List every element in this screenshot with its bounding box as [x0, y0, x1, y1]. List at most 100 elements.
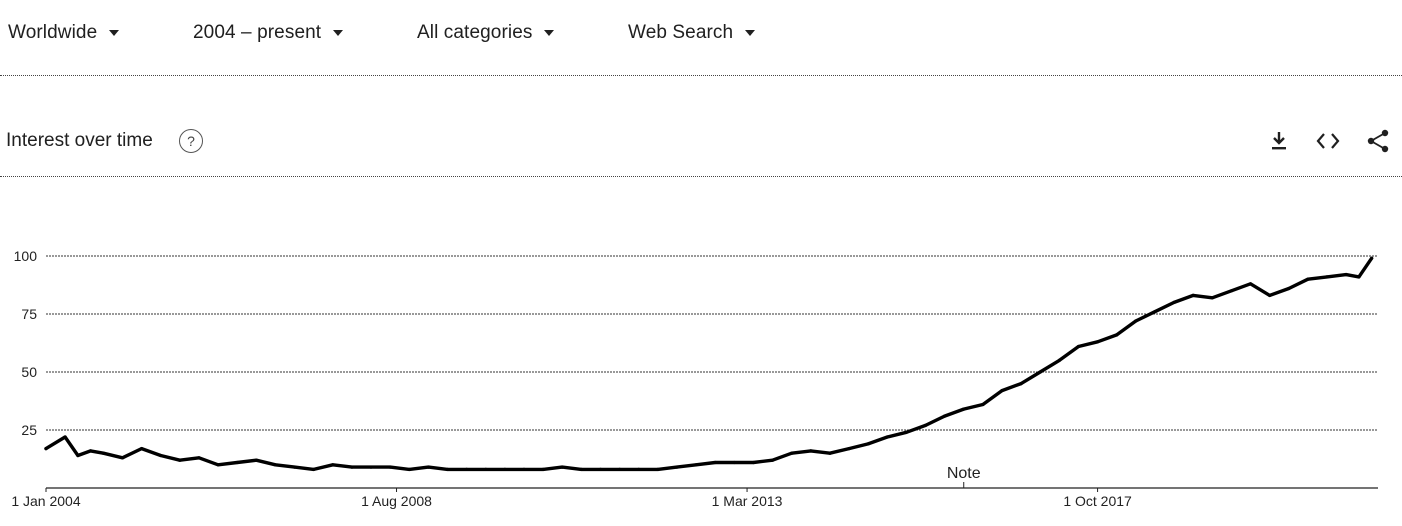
search-type-dropdown[interactable]: Web Search	[628, 22, 756, 44]
data-point	[522, 467, 526, 471]
data-point	[1325, 275, 1329, 279]
series-layer	[44, 256, 1374, 472]
x-tick-label: 1 Mar 2013	[712, 493, 783, 509]
section-header: Interest over time ?	[0, 110, 1402, 177]
data-point	[1370, 256, 1374, 260]
data-point	[1038, 370, 1042, 374]
x-tick-labels: 1 Jan 2004 1 Aug 2008 1 Mar 2013 1 Oct 2017	[11, 488, 1132, 509]
data-point	[809, 449, 813, 453]
data-point	[1153, 310, 1157, 314]
data-point	[637, 467, 641, 471]
data-point	[44, 447, 48, 451]
download-icon	[1272, 132, 1286, 150]
data-point	[465, 467, 469, 471]
chevron-down-icon	[544, 30, 555, 36]
download-button[interactable]	[1266, 128, 1292, 154]
data-point	[981, 402, 985, 407]
data-point	[312, 467, 316, 471]
data-point	[76, 453, 80, 458]
data-point	[790, 451, 794, 455]
data-point	[1172, 300, 1176, 304]
data-point	[1096, 340, 1100, 344]
data-point	[751, 460, 756, 465]
data-point	[579, 467, 583, 471]
x-tick-label: 1 Jan 2004	[11, 493, 80, 509]
data-point	[159, 453, 163, 458]
data-point	[1268, 293, 1272, 297]
chevron-down-icon	[109, 30, 120, 36]
category-dropdown[interactable]: All categories	[417, 22, 555, 44]
data-point	[694, 463, 698, 467]
data-point	[445, 467, 450, 471]
y-tick-label: 50	[21, 364, 37, 380]
y-tick-label: 100	[14, 248, 38, 264]
data-point	[675, 465, 679, 469]
section-title: Interest over time	[6, 130, 153, 151]
data-point	[770, 458, 775, 462]
data-point	[541, 467, 545, 471]
data-point	[293, 465, 297, 469]
data-point	[1287, 286, 1291, 291]
filter-bar: Worldwide 2004 – present All categories …	[0, 0, 1402, 76]
data-point	[1229, 289, 1233, 293]
data-point	[560, 465, 564, 469]
share-button[interactable]	[1366, 128, 1392, 154]
data-point	[923, 423, 928, 427]
data-point	[943, 414, 947, 418]
interest-chart: 25 50 75 100 1 Jan 2004 1 Aug 2008 1 Mar 2013…	[11, 248, 1378, 509]
data-point	[254, 458, 258, 462]
data-point	[1076, 344, 1081, 349]
embed-icon	[1316, 133, 1340, 149]
data-point	[140, 447, 144, 451]
data-point	[426, 465, 430, 469]
data-point	[866, 442, 870, 446]
annotation-layer: Note	[947, 465, 981, 488]
data-point	[350, 465, 354, 469]
data-point	[331, 463, 335, 467]
y-tick-labels: 25 50 75 100	[14, 248, 38, 438]
data-point	[63, 435, 67, 439]
data-point	[1134, 319, 1138, 323]
data-point	[407, 467, 411, 471]
series-line	[44, 256, 1374, 472]
data-point	[1357, 275, 1361, 279]
chevron-down-icon	[333, 30, 344, 36]
data-point	[1019, 382, 1023, 386]
time-range-dropdown-label: 2004 – present	[193, 22, 322, 43]
data-point	[273, 463, 277, 467]
region-dropdown[interactable]: Worldwide	[8, 22, 120, 44]
data-point	[1306, 277, 1310, 281]
x-tick-label: 1 Oct 2017	[1063, 493, 1132, 509]
embed-button[interactable]	[1315, 128, 1341, 154]
data-point	[618, 467, 622, 471]
data-point	[1191, 293, 1195, 297]
data-point	[1115, 333, 1119, 337]
category-dropdown-label: All categories	[417, 22, 533, 43]
region-dropdown-label: Worldwide	[8, 22, 98, 43]
time-range-dropdown[interactable]: 2004 – present	[193, 22, 344, 44]
y-tick-label: 25	[21, 422, 37, 438]
data-point	[216, 463, 220, 467]
search-type-dropdown-label: Web Search	[628, 22, 734, 43]
data-point	[1344, 273, 1348, 277]
grid-layer	[46, 255, 1378, 489]
annotation-label: Note	[947, 465, 981, 482]
data-point	[235, 460, 239, 465]
chevron-down-icon	[745, 30, 756, 36]
data-point	[89, 449, 93, 453]
data-point	[1248, 282, 1253, 286]
data-point	[197, 456, 201, 460]
data-point	[484, 467, 488, 471]
share-icon	[1367, 129, 1389, 153]
data-point	[503, 467, 507, 471]
data-point	[1057, 358, 1061, 362]
data-point	[904, 430, 909, 434]
help-icon[interactable]: ?	[179, 129, 203, 153]
data-point	[1000, 389, 1004, 393]
data-point	[388, 465, 392, 469]
data-point	[962, 407, 966, 411]
data-point	[1210, 296, 1214, 300]
data-point	[369, 465, 373, 469]
data-point	[120, 456, 125, 460]
data-point	[101, 451, 105, 455]
